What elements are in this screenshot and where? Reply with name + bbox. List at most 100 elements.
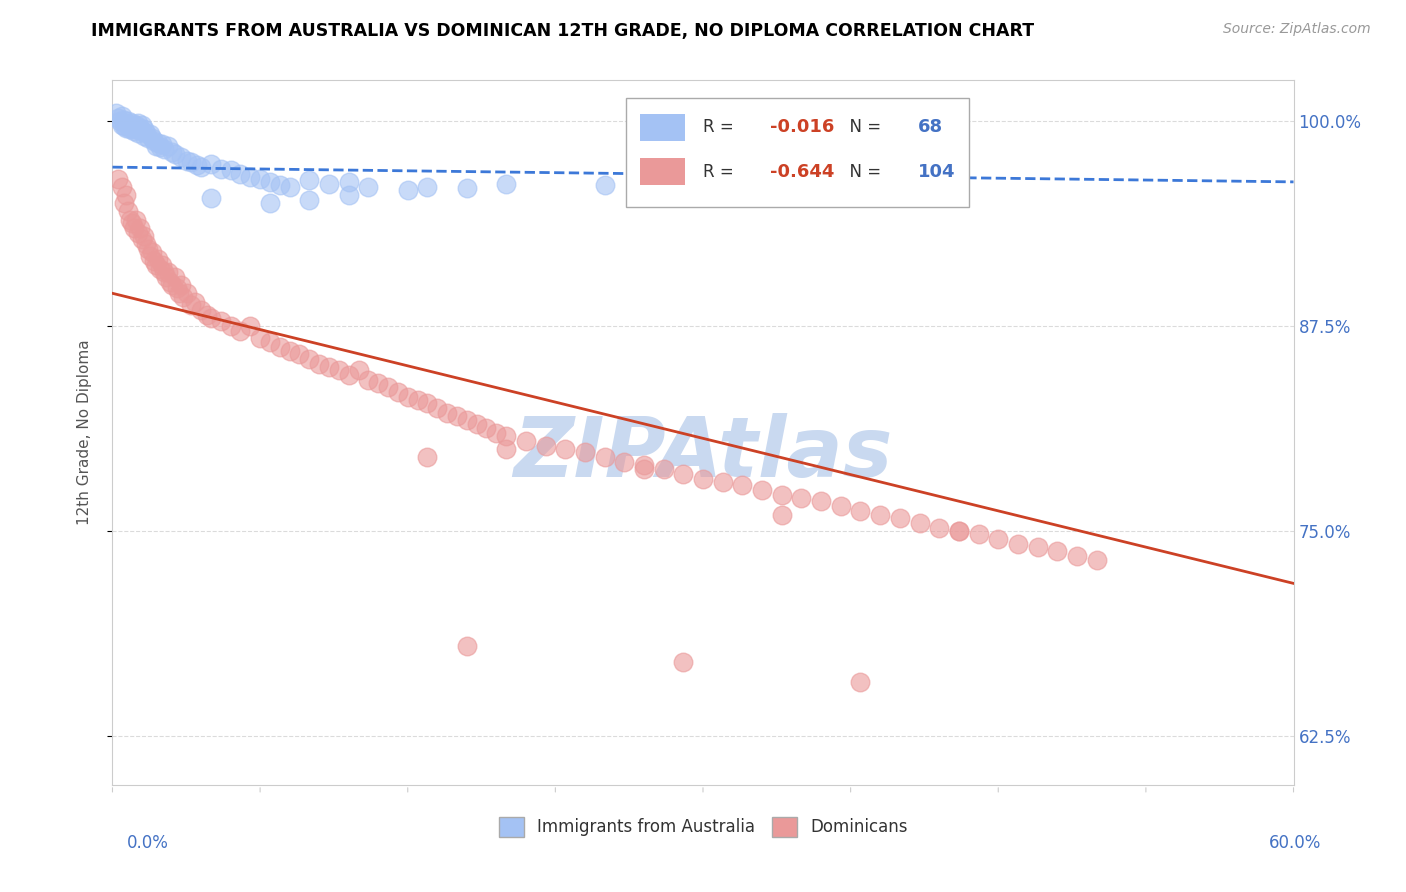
Point [115,120,138,135]
Point [156,265,179,279]
Point [136,130,159,145]
Point [396,183,419,197]
Point [149,140,172,154]
Text: N =: N = [839,119,886,136]
Point [967,527,990,541]
Point [711,475,734,489]
Point [155,269,177,284]
Point [127,226,149,240]
Point [149,261,172,276]
Point [120,212,142,227]
Point [139,128,162,142]
Point [142,253,165,268]
Point [136,242,159,256]
Point [810,494,832,508]
Point [406,392,429,407]
Point [209,314,232,328]
Point [122,124,145,138]
Point [129,120,152,135]
Point [145,259,167,273]
Point [165,147,187,161]
Point [485,425,508,440]
Point [165,269,187,284]
Point [111,109,134,123]
Point [298,193,321,207]
Point [1085,553,1108,567]
Point [308,357,330,371]
Point [122,119,145,133]
Point [135,237,157,252]
Point [849,674,872,689]
Point [692,167,714,181]
Point [396,390,419,404]
Point [249,330,271,344]
Point [112,112,135,127]
Y-axis label: 12th Grade, No Diploma: 12th Grade, No Diploma [77,340,91,525]
Point [495,429,517,443]
Point [141,130,163,145]
Text: 68: 68 [918,119,943,136]
Point [239,169,262,184]
Point [129,220,152,235]
Point [269,178,291,193]
Point [633,461,655,475]
Point [117,114,139,128]
Point [159,275,181,289]
Point [593,450,616,465]
Point [176,286,198,301]
FancyBboxPatch shape [626,98,969,207]
Text: R =: R = [703,163,740,181]
Point [298,351,321,366]
Point [770,508,793,522]
Point [278,343,301,358]
Point [150,137,173,152]
Point [1046,543,1069,558]
Point [127,116,149,130]
Point [156,138,179,153]
Point [200,191,222,205]
Point [554,442,576,456]
Point [172,290,194,304]
Point [111,118,134,132]
Point [633,458,655,473]
Point [132,122,155,136]
Point [112,196,135,211]
Point [209,161,232,176]
Point [1066,549,1088,563]
Point [141,245,163,260]
Point [195,308,218,322]
Point [357,179,380,194]
Text: Source: ZipAtlas.com: Source: ZipAtlas.com [1223,22,1371,37]
Point [229,324,252,338]
Point [131,124,153,138]
Point [200,157,222,171]
Point [170,278,193,293]
Text: ZIPAtlas: ZIPAtlas [513,413,893,494]
Point [105,106,128,120]
Point [190,160,212,174]
Point [731,478,754,492]
Point [456,412,478,426]
Point [515,434,537,448]
Point [135,126,157,140]
Text: 104: 104 [918,163,956,181]
Point [377,380,399,394]
Point [288,347,311,361]
Point [869,508,891,522]
Point [176,153,198,168]
Point [120,122,142,136]
Point [160,278,183,293]
Point [347,363,370,377]
Point [269,340,291,354]
Point [465,417,488,432]
Point [121,116,143,130]
Point [770,488,793,502]
Point [107,171,129,186]
Point [180,298,202,312]
Point [249,171,271,186]
Point [436,406,458,420]
Legend: Immigrants from Australia, Dominicans: Immigrants from Australia, Dominicans [492,810,914,844]
Point [169,286,191,301]
Point [200,310,222,325]
Point [337,188,360,202]
